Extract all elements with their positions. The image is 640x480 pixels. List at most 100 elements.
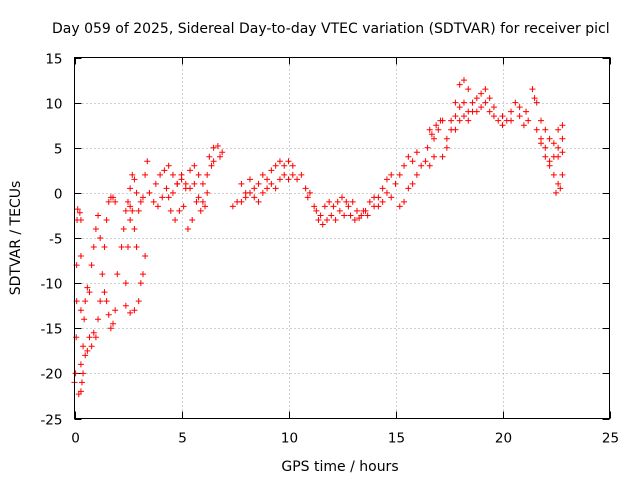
data-point: [238, 180, 245, 187]
data-point: [86, 289, 93, 296]
data-point: [193, 198, 200, 205]
data-point: [214, 142, 221, 149]
data-point: [184, 225, 191, 232]
data-point: [163, 185, 170, 192]
data-point: [219, 149, 226, 156]
data-point: [210, 144, 217, 151]
data-point: [208, 162, 215, 169]
data-point: [268, 180, 275, 187]
data-point: [97, 235, 104, 241]
data-point: [199, 198, 206, 205]
data-point: [107, 325, 114, 332]
data-point: [298, 171, 305, 178]
data-point: [313, 207, 320, 214]
data-point: [319, 221, 326, 228]
data-point: [555, 153, 562, 160]
data-point: [137, 280, 144, 287]
data-point: [465, 117, 472, 124]
data-point: [118, 244, 125, 251]
data-point: [142, 253, 149, 260]
data-point: [133, 244, 140, 251]
data-point: [392, 180, 399, 187]
data-point: [499, 113, 506, 120]
data-point: [229, 203, 236, 210]
data-point: [495, 117, 502, 124]
data-point: [133, 189, 140, 196]
data-point: [538, 140, 545, 147]
data-point: [555, 180, 562, 187]
data-point: [264, 176, 271, 183]
data-point: [550, 171, 557, 178]
data-point: [101, 289, 108, 296]
data-point: [555, 126, 562, 133]
data-point: [523, 108, 530, 115]
data-point: [272, 185, 279, 192]
data-point: [490, 104, 497, 111]
data-point: [268, 167, 275, 174]
data-point: [413, 171, 420, 178]
data-point: [456, 81, 463, 88]
data-point: [490, 113, 497, 120]
data-point: [199, 180, 206, 187]
data-point: [129, 171, 136, 178]
data-point: [191, 180, 198, 187]
data-point: [426, 162, 433, 169]
data-point: [452, 126, 459, 133]
data-point: [349, 198, 356, 205]
data-point: [553, 189, 559, 196]
data-point: [347, 212, 354, 219]
data-point: [146, 189, 153, 196]
data-point: [448, 117, 455, 124]
data-point: [112, 198, 119, 205]
data-point: [92, 225, 99, 232]
y-tick-label: -25: [40, 413, 62, 429]
data-point: [127, 216, 134, 223]
data-point: [559, 122, 566, 129]
data-point: [366, 198, 373, 205]
data-point: [159, 194, 166, 201]
data-point: [478, 104, 485, 111]
data-point: [428, 131, 435, 138]
data-point: [538, 117, 545, 124]
data-point: [80, 370, 87, 377]
data-point: [195, 171, 202, 178]
data-point: [405, 185, 412, 192]
data-point: [550, 140, 557, 147]
x-tick-label: 0: [71, 431, 80, 447]
data-point: [242, 194, 249, 201]
y-tick-label: -20: [40, 367, 62, 383]
data-point: [259, 171, 266, 178]
data-point: [339, 194, 345, 201]
data-point: [122, 302, 129, 309]
data-point: [508, 108, 515, 115]
data-point: [424, 144, 431, 151]
data-point: [172, 216, 179, 223]
data-point: [191, 162, 198, 169]
data-point: [144, 158, 151, 165]
data-point: [122, 207, 129, 214]
data-point: [135, 207, 142, 214]
data-point: [165, 194, 172, 201]
data-point: [157, 171, 164, 178]
data-point: [401, 198, 408, 205]
data-point: [281, 171, 288, 178]
data-point: [82, 352, 89, 359]
grid: [74, 57, 610, 419]
data-point: [251, 194, 258, 201]
data-point: [546, 158, 553, 165]
data-point: [105, 311, 112, 318]
data-point: [431, 135, 438, 142]
data-point: [150, 198, 157, 205]
data-point: [125, 244, 131, 251]
data-point: [388, 194, 395, 201]
data-point: [306, 189, 313, 196]
data-point: [217, 153, 224, 160]
x-tick-label: 15: [388, 431, 405, 447]
data-point: [559, 171, 566, 178]
y-tick-label: -10: [40, 277, 62, 293]
y-tick-label: 15: [45, 52, 62, 68]
data-point: [401, 162, 408, 169]
data-point: [92, 334, 99, 341]
data-point: [326, 198, 333, 205]
data-point: [78, 379, 85, 386]
